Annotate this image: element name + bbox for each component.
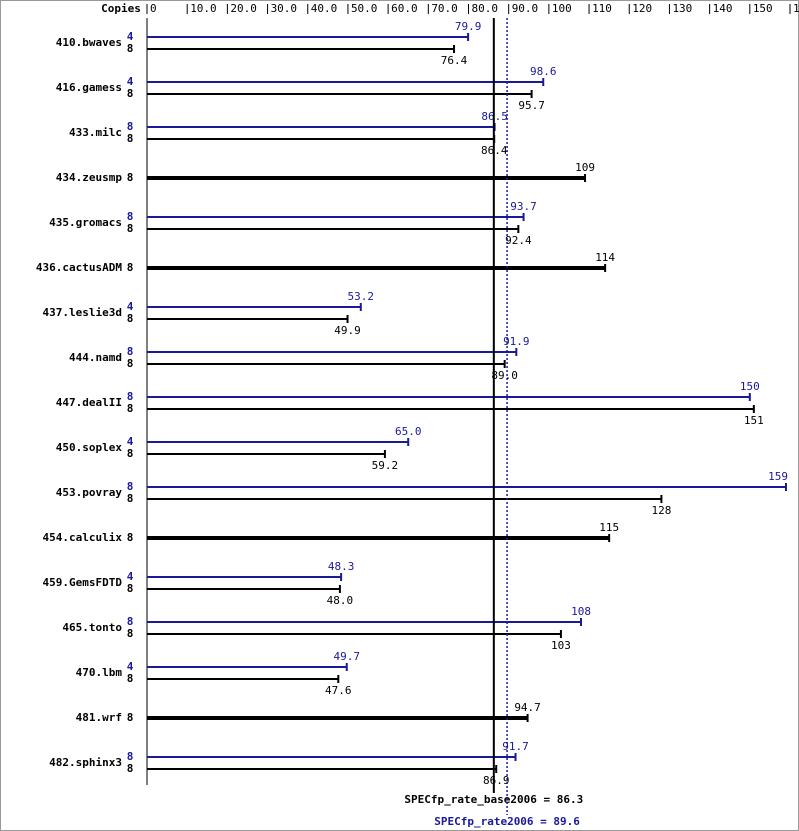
copies-label: 8 [127, 492, 134, 505]
category-label: 481.wrf [76, 711, 122, 724]
copies-label: 8 [127, 87, 134, 100]
copies-label: 8 [127, 171, 134, 184]
copies-label: 8 [127, 615, 134, 628]
copies-label: 8 [127, 222, 134, 235]
copies-label: 8 [127, 672, 134, 685]
copies-label: 8 [127, 402, 134, 415]
copies-label: 4 [127, 75, 134, 88]
value-label: 94.7 [514, 701, 541, 714]
x-tick-label: 20.0 [230, 2, 257, 15]
x-tick-label: 90.0 [512, 2, 539, 15]
copies-label: 8 [127, 261, 134, 274]
copies-label: 8 [127, 762, 134, 775]
copies-label: 8 [127, 480, 134, 493]
category-label: 433.milc [69, 126, 122, 139]
value-label: 86.9 [483, 774, 510, 787]
copies-label: 8 [127, 357, 134, 370]
value-label: 95.7 [518, 99, 545, 112]
category-label: 470.lbm [76, 666, 123, 679]
value-label: 89.0 [491, 369, 518, 382]
value-label: 151 [744, 414, 764, 427]
category-label: 434.zeusmp [56, 171, 123, 184]
value-label: 91.9 [503, 335, 530, 348]
copies-label: 8 [127, 531, 134, 544]
category-label: 459.GemsFDTD [43, 576, 123, 589]
value-label: 114 [595, 251, 615, 264]
value-label: 150 [740, 380, 760, 393]
copies-label: 4 [127, 30, 134, 43]
value-label: 128 [651, 504, 671, 517]
x-tick-label: 130 [672, 2, 692, 15]
copies-label: 8 [127, 750, 134, 763]
x-tick-label: 140 [713, 2, 733, 15]
category-label: 436.cactusADM [36, 261, 122, 274]
x-tick-label: 160 [793, 2, 799, 15]
x-tick-label: 30.0 [271, 2, 298, 15]
copies-label: 4 [127, 570, 134, 583]
category-label: 454.calculix [43, 531, 123, 544]
value-label: 109 [575, 161, 595, 174]
copies-label: 8 [127, 132, 134, 145]
copies-label: 8 [127, 42, 134, 55]
copies-label: 4 [127, 435, 134, 448]
value-label: 53.2 [348, 290, 375, 303]
value-label: 47.6 [325, 684, 352, 697]
copies-label: 8 [127, 627, 134, 640]
category-label: 435.gromacs [49, 216, 122, 229]
category-label: 453.povray [56, 486, 123, 499]
value-label: 48.3 [328, 560, 355, 573]
category-label: 444.namd [69, 351, 122, 364]
copies-label: 8 [127, 711, 134, 724]
value-label: 59.2 [372, 459, 399, 472]
copies-label: 8 [127, 582, 134, 595]
value-label: 76.4 [441, 54, 468, 67]
reference-label: SPECfp_rate_base2006 = 86.3 [404, 793, 583, 806]
category-label: 482.sphinx3 [49, 756, 122, 769]
x-tick-label: 70.0 [431, 2, 458, 15]
value-label: 49.7 [333, 650, 360, 663]
x-tick-label: 100 [552, 2, 572, 15]
x-tick-label: 40.0 [311, 2, 338, 15]
reference-label: SPECfp_rate2006 = 89.6 [434, 815, 580, 828]
copies-label: 8 [127, 120, 134, 133]
value-label: 91.7 [502, 740, 529, 753]
value-label: 98.6 [530, 65, 557, 78]
value-label: 159 [768, 470, 788, 483]
copies-label: 8 [127, 447, 134, 460]
copies-label: 4 [127, 660, 134, 673]
category-label: 437.leslie3d [43, 306, 122, 319]
value-label: 93.7 [510, 200, 537, 213]
value-label: 79.9 [455, 20, 482, 33]
value-label: 65.0 [395, 425, 422, 438]
copies-label: 4 [127, 300, 134, 313]
value-label: 49.9 [334, 324, 361, 337]
value-label: 108 [571, 605, 591, 618]
x-tick-label: 120 [632, 2, 652, 15]
x-tick-label: 150 [753, 2, 773, 15]
category-label: 447.dealII [56, 396, 122, 409]
x-axis-label: Copies [101, 2, 141, 15]
value-label: 115 [599, 521, 619, 534]
copies-label: 8 [127, 312, 134, 325]
value-label: 103 [551, 639, 571, 652]
x-tick-label: 50.0 [351, 2, 378, 15]
copies-label: 8 [127, 390, 134, 403]
value-label: 92.4 [505, 234, 532, 247]
x-tick-label: 60.0 [391, 2, 418, 15]
category-label: 450.soplex [56, 441, 123, 454]
x-tick-label: 110 [592, 2, 612, 15]
x-tick-label: 0 [150, 2, 157, 15]
category-label: 416.gamess [56, 81, 122, 94]
value-label: 48.0 [327, 594, 354, 607]
x-tick-label: 10.0 [190, 2, 217, 15]
copies-label: 8 [127, 210, 134, 223]
copies-label: 8 [127, 345, 134, 358]
category-label: 410.bwaves [56, 36, 122, 49]
category-label: 465.tonto [62, 621, 122, 634]
x-tick-label: 80.0 [472, 2, 499, 15]
